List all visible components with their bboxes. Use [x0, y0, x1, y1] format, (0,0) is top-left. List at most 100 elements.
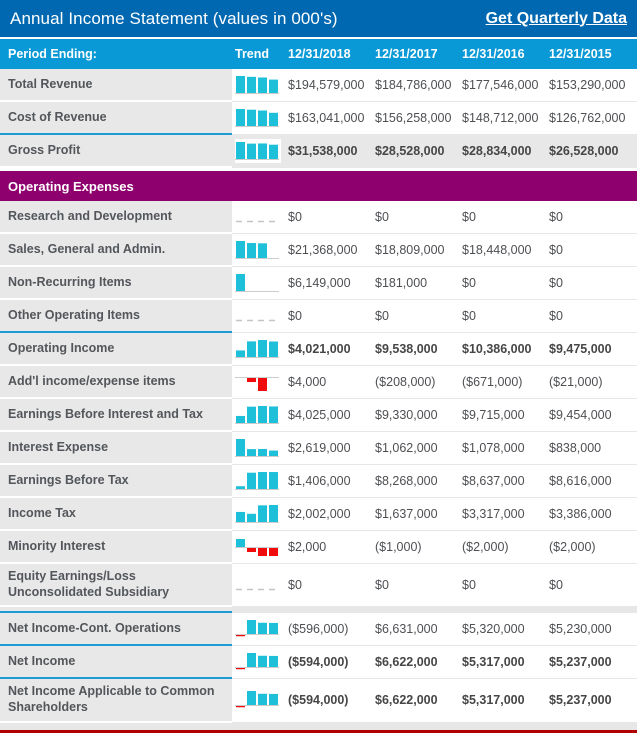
value-cell: $0 [549, 276, 563, 290]
row-values: ($594,000) $6,622,000 $5,317,000 $5,237,000 [232, 646, 637, 680]
trend-sparkline [232, 403, 284, 427]
row-label: Earnings Before Tax [0, 465, 232, 498]
row-label-text: Net Income-Cont. Operations [8, 620, 181, 635]
trend-sparkline [232, 370, 284, 394]
column-header-row: Period Ending: Trend 12/31/2018 12/31/201… [0, 39, 637, 69]
table-row: Net Income-Cont. Operations ($596,000) $6,… [0, 613, 637, 647]
value-cell: $5,317,000 [462, 655, 525, 670]
row-values: $2,619,000 $1,062,000 $1,078,000 $838,000 [232, 432, 637, 465]
table-bottom-border [0, 722, 637, 733]
date-headers: 12/31/2018 12/31/2017 12/31/2016 12/31/2015 [284, 47, 632, 61]
row-label-text: Cost of Revenue [8, 109, 107, 124]
row-label-text: Other Operating Items [8, 307, 140, 322]
trend-sparkline [232, 502, 284, 526]
value-cell: $9,715,000 [462, 408, 525, 422]
row-values: $4,000 ($208,000) ($671,000) ($21,000) [232, 366, 637, 399]
table-row: Non-Recurring Items $6,149,000 $181,000 $0 $… [0, 267, 637, 300]
row-values: $194,579,000 $184,786,000 $177,546,000 $153… [232, 69, 637, 102]
row-label: Research and Development [0, 201, 232, 234]
row-values: $31,538,000 $28,528,000 $28,834,000 $26,528… [232, 135, 637, 168]
value-cell: $0 [549, 243, 563, 257]
value-cell: ($594,000) [288, 655, 349, 670]
value-cell: $1,062,000 [375, 441, 438, 455]
section-header-label: Operating Expenses [8, 178, 134, 194]
row-label: Income Tax [0, 498, 232, 531]
value-cell: $0 [288, 309, 302, 323]
value-cell: $1,078,000 [462, 441, 525, 455]
value-cell: $0 [549, 210, 563, 224]
trend-sparkline [232, 573, 284, 597]
value-cell: $5,230,000 [549, 622, 612, 637]
value-cell: $0 [288, 210, 302, 224]
table-row: Equity Earnings/Loss Unconsolidated Subs… [0, 564, 637, 608]
row-label-text: Earnings Before Interest and Tax [8, 406, 203, 421]
table-row: Add'l income/expense items $4,000 ($208,00… [0, 366, 637, 399]
value-cell: $156,258,000 [375, 111, 452, 125]
value-cell: $163,041,000 [288, 111, 365, 125]
row-values: $6,149,000 $181,000 $0 $0 [232, 267, 637, 300]
table-row: Interest Expense $2,619,000 $1,062,000 $1,0… [0, 432, 637, 465]
value-cell: $9,330,000 [375, 408, 438, 422]
value-cell: ($671,000) [462, 375, 523, 389]
value-cell: $6,622,000 [375, 655, 438, 670]
get-quarterly-data-link[interactable]: Get Quarterly Data [485, 9, 627, 27]
row-label-text: Non-Recurring Items [8, 274, 132, 289]
trend-sparkline [232, 304, 284, 328]
value-cell: $126,762,000 [549, 111, 626, 125]
value-cell: $31,538,000 [288, 144, 358, 158]
column-header-date: 12/31/2018 [288, 47, 351, 61]
table-row: Sales, General and Admin. $21,368,000 $18,… [0, 234, 637, 267]
value-cell: $184,786,000 [375, 78, 452, 92]
value-cell: $0 [375, 210, 389, 224]
value-cell: $18,809,000 [375, 243, 445, 257]
row-values: $0 $0 $0 $0 [232, 564, 637, 608]
value-cell: $0 [462, 210, 476, 224]
value-cell: $1,637,000 [375, 507, 438, 521]
trend-sparkline [232, 238, 284, 262]
row-label-text: Income Tax [8, 505, 76, 520]
table-row: Net Income Applicable to Common Sharehol… [0, 679, 637, 723]
value-cell: $5,237,000 [549, 655, 612, 670]
value-cell: $6,631,000 [375, 622, 438, 637]
trend-sparkline [232, 535, 284, 559]
row-label-text: Net Income Applicable to Common Sharehol… [8, 684, 215, 714]
value-cell: ($594,000) [288, 693, 349, 708]
row-label: Equity Earnings/Loss Unconsolidated Subs… [0, 564, 232, 608]
table-row: Income Tax $2,002,000 $1,637,000 $3,317,000… [0, 498, 637, 531]
value-cell: $2,619,000 [288, 441, 351, 455]
row-label: Minority Interest [0, 531, 232, 564]
value-cell: $5,317,000 [462, 693, 525, 708]
value-cell: $0 [375, 309, 389, 323]
row-label: Operating Income [0, 333, 232, 366]
row-label-text: Interest Expense [8, 439, 109, 454]
row-label-text: Operating Income [8, 340, 115, 355]
row-label: Net Income-Cont. Operations [0, 613, 232, 647]
value-cell: ($596,000) [288, 622, 349, 637]
row-label: Gross Profit [0, 135, 232, 168]
value-cell: $28,528,000 [375, 144, 445, 158]
value-cell: $4,025,000 [288, 408, 351, 422]
trend-sparkline [232, 469, 284, 493]
trend-sparkline [232, 73, 284, 97]
row-label-text: Total Revenue [8, 76, 93, 91]
value-cell: $0 [375, 578, 389, 593]
value-cell: $21,368,000 [288, 243, 358, 257]
row-values: $4,025,000 $9,330,000 $9,715,000 $9,454,000 [232, 399, 637, 432]
row-label-text: Equity Earnings/Loss Unconsolidated Subs… [8, 569, 170, 599]
value-cell: $1,406,000 [288, 474, 351, 488]
group-spacer-boundary-line [0, 607, 232, 614]
row-values: ($596,000) $6,631,000 $5,320,000 $5,230,000 [232, 613, 637, 647]
row-label: Cost of Revenue [0, 102, 232, 135]
value-cell: $18,448,000 [462, 243, 532, 257]
value-cell: $9,538,000 [375, 342, 438, 356]
page-title: Annual Income Statement (values in 000's… [10, 8, 338, 28]
trend-sparkline [232, 688, 284, 712]
trend-sparkline [232, 617, 284, 641]
value-cell: ($2,000) [549, 540, 596, 554]
section-header-operating-expenses: Operating Expenses [0, 171, 637, 201]
table-row: Research and Development $0 $0 $0 $0 [0, 201, 637, 234]
row-label-text: Add'l income/expense items [8, 373, 176, 388]
value-cell: $4,021,000 [288, 342, 351, 356]
row-label: Interest Expense [0, 432, 232, 465]
